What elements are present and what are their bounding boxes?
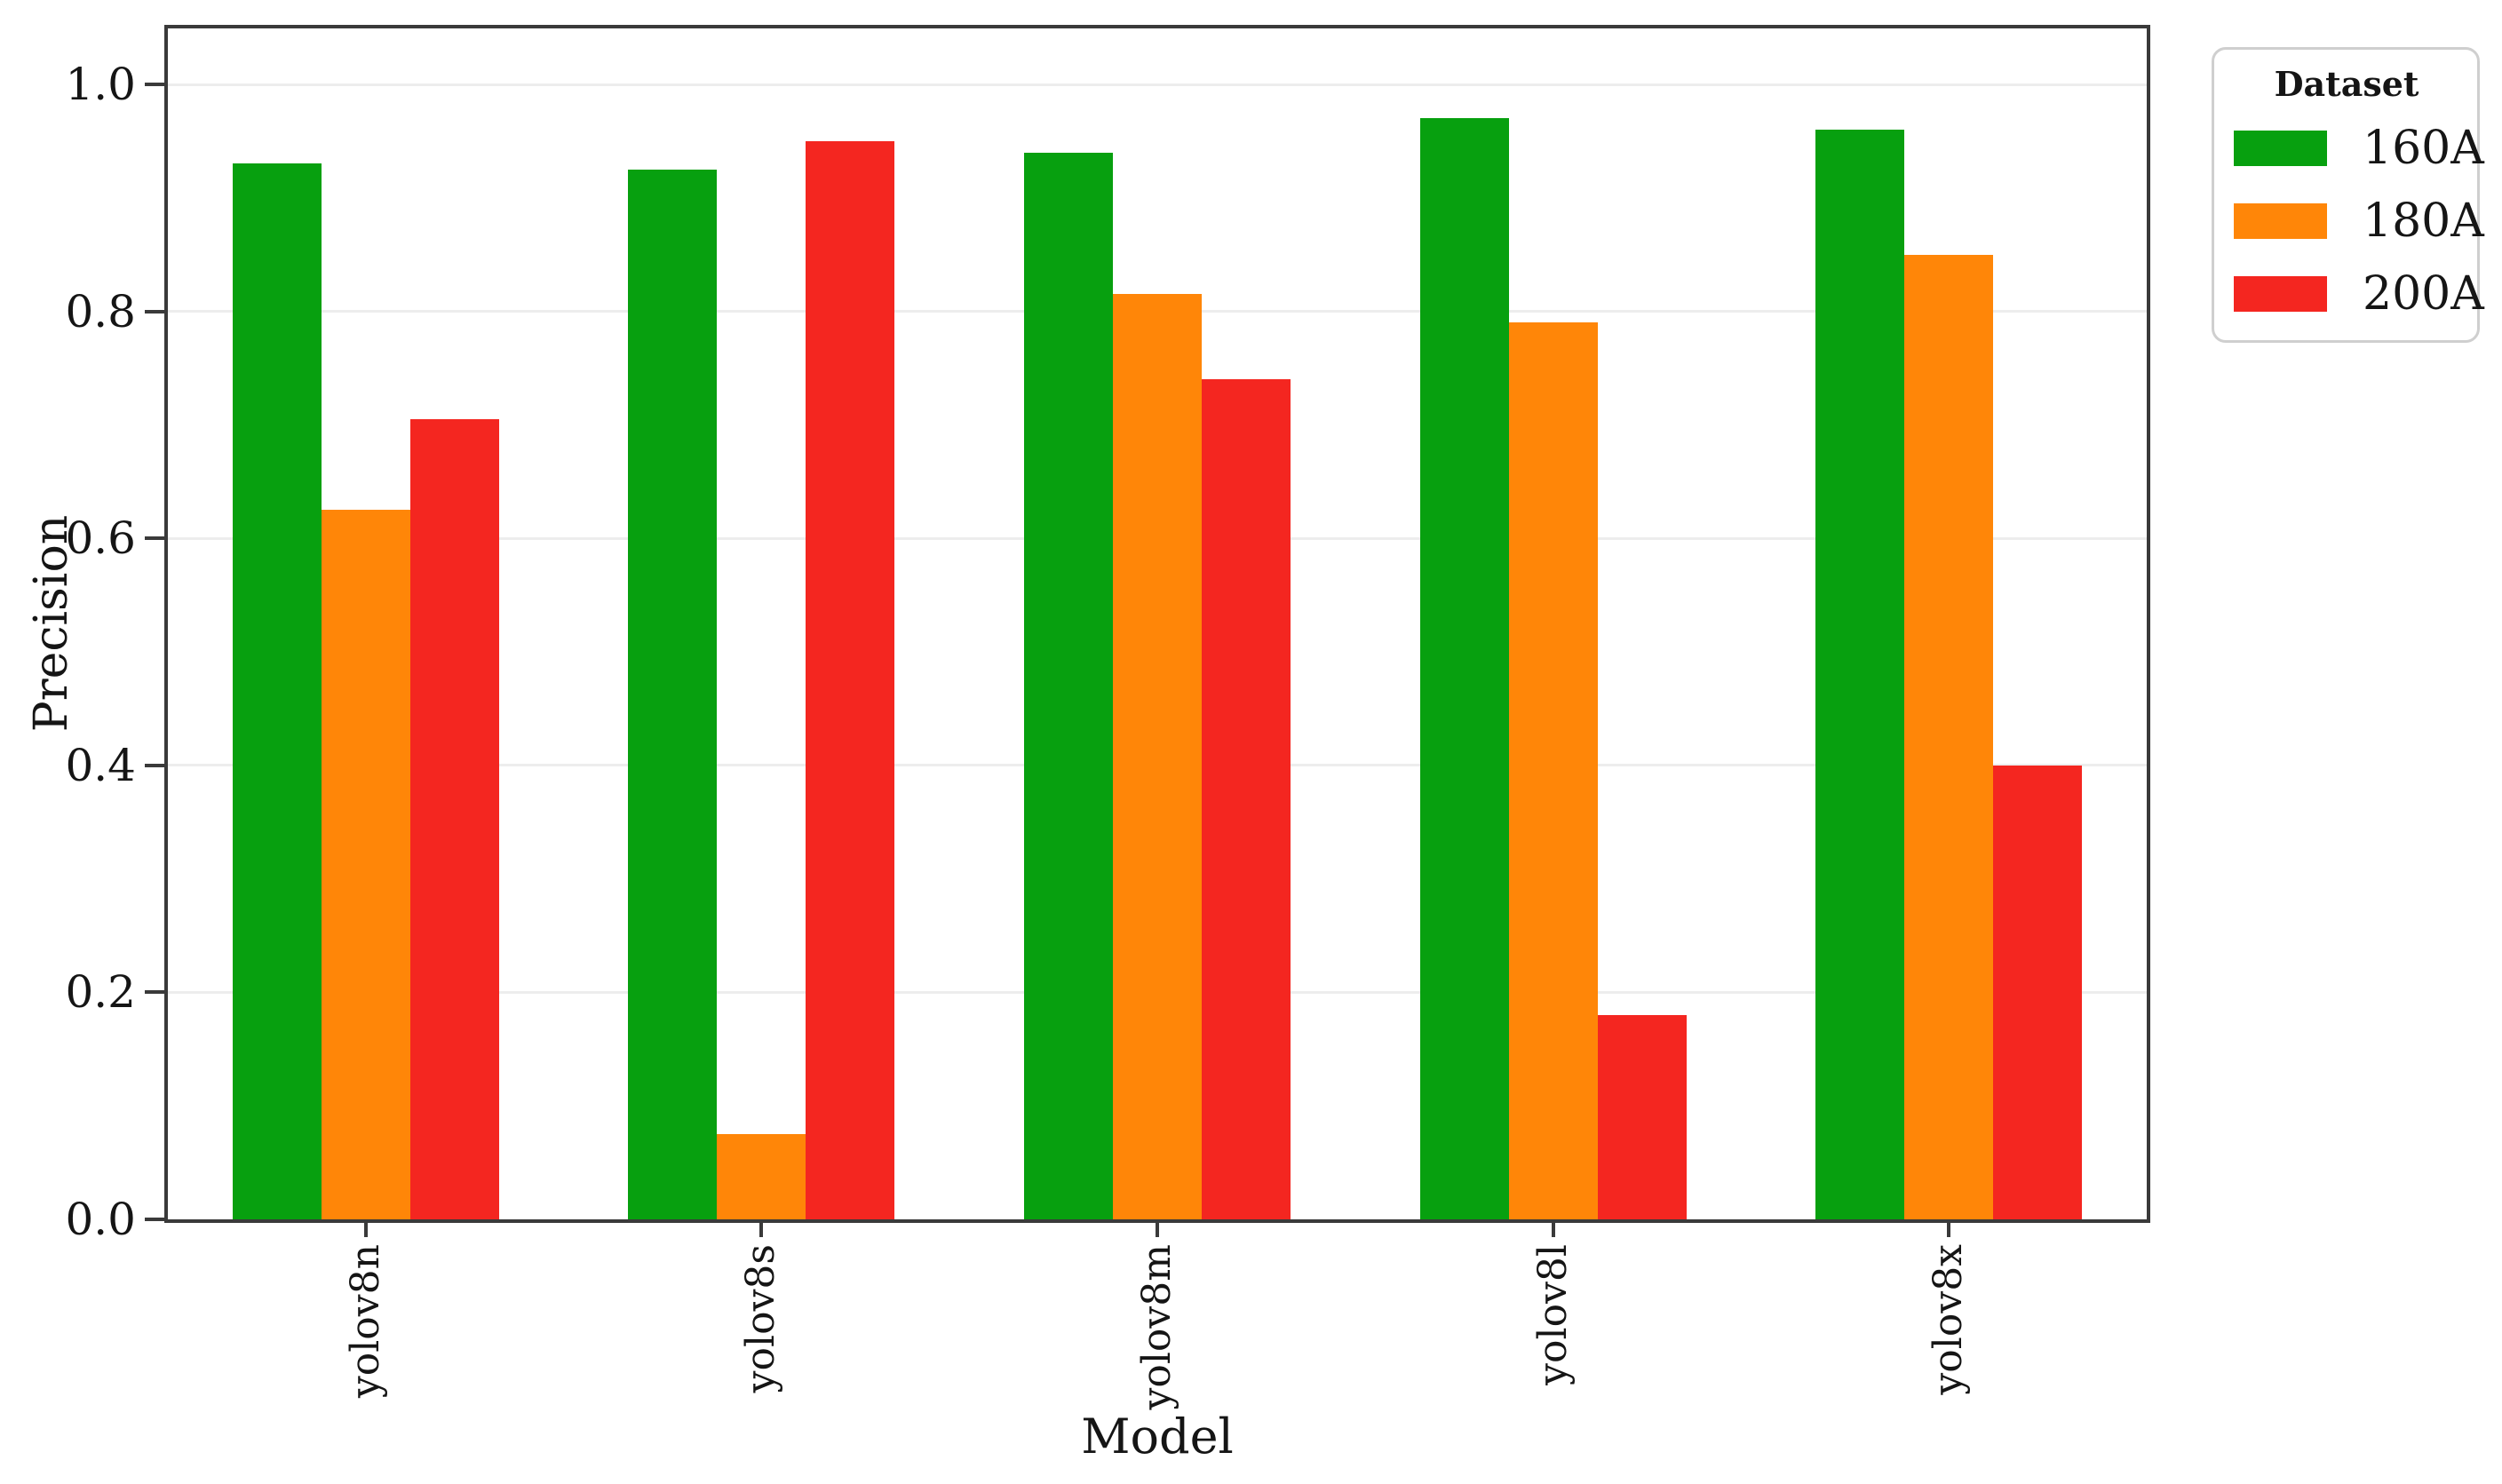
- x-tick-mark: [363, 1219, 368, 1237]
- y-tick-label: 1.0: [65, 59, 136, 110]
- bar-yolov8x-200A: [1993, 765, 2083, 1219]
- plot-area: 0.0 0.2 0.4 0.6 0.8 1.0 yolov8n yolov8s yolov8m…: [65, 25, 2150, 1409]
- bar-yolov8n-160A: [232, 163, 322, 1219]
- x-tick-mark: [1156, 1219, 1159, 1237]
- x-tick-mark: [1947, 1219, 1951, 1237]
- legend-items: 160A 180A 200A: [2234, 125, 2484, 317]
- legend-swatch-160A: [2234, 131, 2327, 166]
- y-tick-mark: [145, 83, 164, 86]
- gridline-y-1: [168, 83, 2147, 86]
- legend-label-160A: 160A: [2363, 122, 2484, 175]
- legend-box: Dataset 160A 180A 200A: [2212, 47, 2484, 343]
- bar-yolov8s-200A: [806, 140, 895, 1219]
- legend-swatch-200A: [2234, 276, 2327, 312]
- legend-title: Dataset: [2274, 64, 2419, 104]
- bar-group-yolov8s: [628, 140, 895, 1219]
- legend-item-160A: 160A: [2234, 125, 2484, 171]
- bar-yolov8x-160A: [1815, 130, 1905, 1219]
- legend-item-180A: 180A: [2234, 198, 2484, 244]
- bar-yolov8n-180A: [321, 510, 410, 1219]
- legend-label-180A: 180A: [2363, 194, 2484, 248]
- x-tick-label-yolov8m: yolov8m: [1134, 1244, 1180, 1410]
- x-tick-label-yolov8s: yolov8s: [738, 1244, 784, 1393]
- y-tick-mark: [145, 990, 164, 995]
- bar-group-yolov8l: [1419, 118, 1687, 1219]
- bar-yolov8x-180A: [1904, 254, 1994, 1219]
- x-axis-title: Model: [1081, 1409, 1234, 1464]
- y-tick-label: 0.0: [65, 1194, 136, 1245]
- x-tick-label-yolov8x: yolov8x: [1926, 1244, 1972, 1395]
- y-tick-label: 0.8: [65, 285, 136, 337]
- bar-group-yolov8m: [1024, 152, 1291, 1219]
- x-tick-mark: [1551, 1219, 1555, 1237]
- bar-group-yolov8x: [1815, 130, 2083, 1219]
- x-tick-mark: [759, 1219, 764, 1237]
- y-tick-label: 0.2: [65, 966, 136, 1019]
- bar-group-yolov8n: [232, 163, 499, 1219]
- bar-yolov8l-200A: [1597, 1014, 1687, 1219]
- legend-label-200A: 200A: [2363, 267, 2484, 321]
- bar-yolov8s-180A: [717, 1134, 806, 1219]
- y-tick-mark: [145, 309, 164, 313]
- legend-item-200A: 200A: [2234, 271, 2484, 317]
- y-tick-mark: [145, 763, 164, 767]
- x-tick-label-yolov8n: yolov8n: [342, 1244, 388, 1399]
- y-tick-label: 0.4: [65, 739, 136, 791]
- x-tick-label-yolov8l: yolov8l: [1529, 1244, 1576, 1385]
- bar-yolov8m-200A: [1202, 379, 1291, 1219]
- bar-yolov8l-180A: [1508, 322, 1598, 1219]
- y-tick-mark: [145, 1218, 164, 1221]
- y-tick-label: 0.6: [65, 512, 136, 565]
- bar-yolov8n-200A: [409, 419, 499, 1219]
- bar-yolov8s-160A: [628, 169, 718, 1219]
- bar-yolov8m-180A: [1113, 294, 1202, 1219]
- bar-yolov8l-160A: [1419, 118, 1509, 1219]
- y-tick-mark: [145, 536, 164, 541]
- legend-swatch-180A: [2234, 203, 2327, 239]
- bar-yolov8m-160A: [1024, 152, 1113, 1219]
